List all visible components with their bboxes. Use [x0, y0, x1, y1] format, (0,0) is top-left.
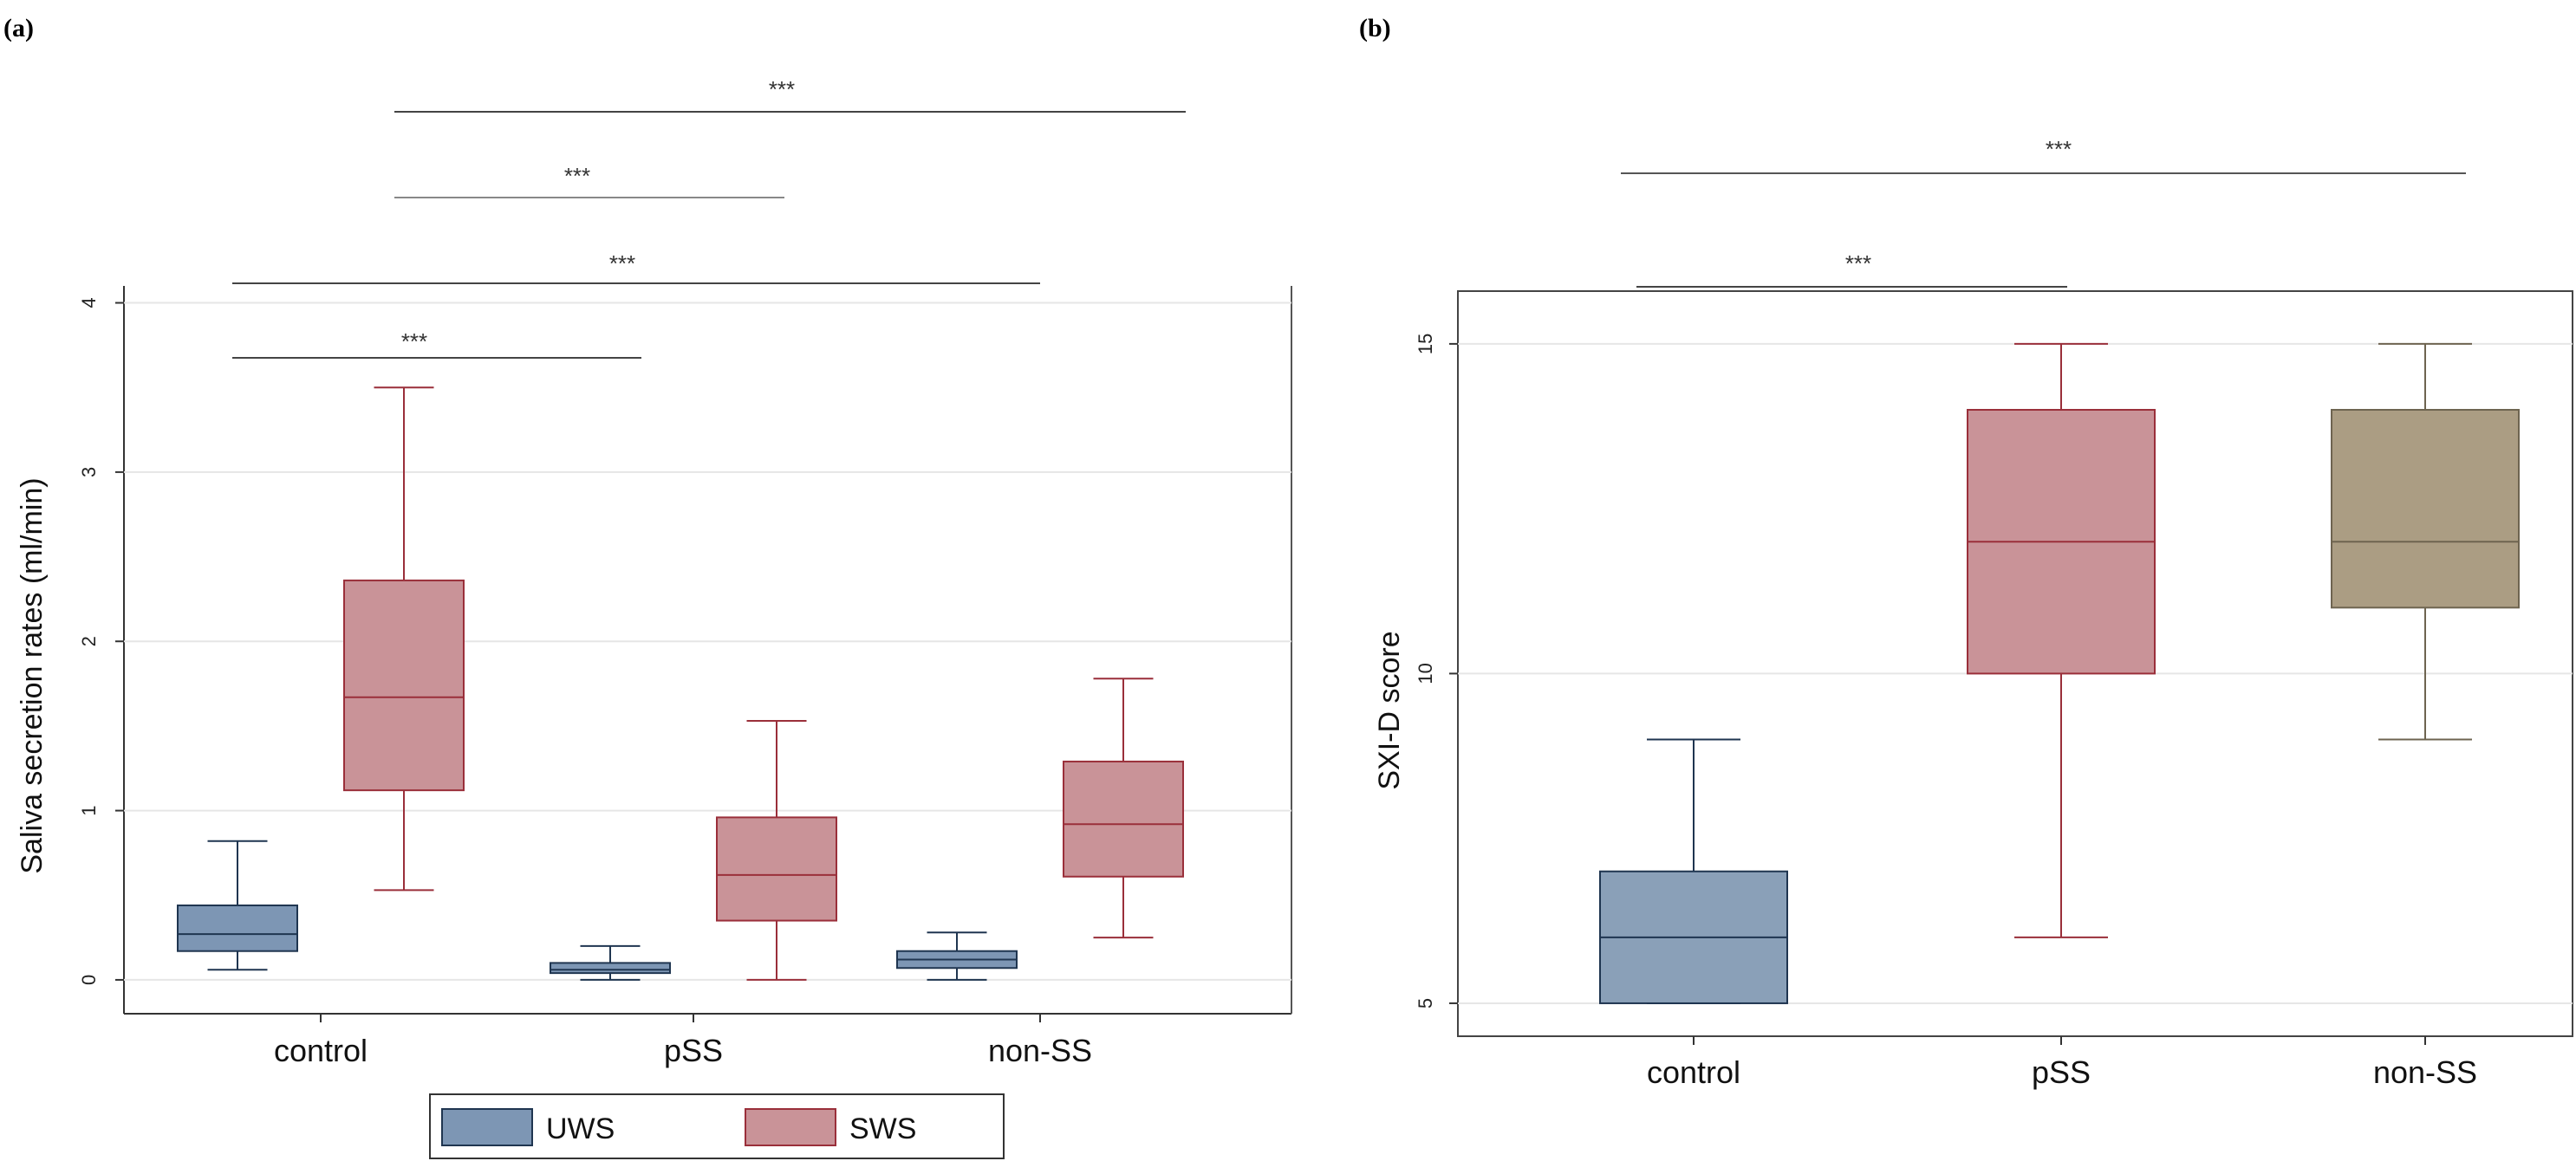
box-sws-non-ss-iqr-box — [1063, 760, 1184, 878]
box-uws-control-iqr-box — [177, 904, 298, 952]
panel-b-frame — [1457, 290, 2573, 1037]
box-sxi-non-ss — [2331, 342, 2520, 741]
panel-a-plot: 0 1 2 3 4 control pSS non-SS — [78, 286, 1292, 1068]
panel-a-category-label: non-SS — [988, 1033, 1092, 1068]
panel-a-y-tick-label: 4 — [78, 297, 100, 308]
sig-label-b2: *** — [2046, 136, 2072, 162]
box-sxi-pss — [1967, 342, 2156, 938]
panel-b-y-tick-label: 10 — [1415, 663, 1436, 684]
sig-label-a1: *** — [401, 328, 427, 354]
panel-b-label: (b) — [1359, 14, 1391, 42]
panel-b-y-tick-label: 15 — [1415, 334, 1436, 354]
panel-a-y-tick-label: 0 — [78, 975, 100, 985]
panel-b-y-tick-label: 5 — [1415, 998, 1436, 1009]
panel-a-legend: UWS SWS — [429, 1093, 1005, 1159]
panel-a-label: (a) — [3, 14, 34, 42]
box-sxi-non-ss-iqr-box — [2331, 408, 2520, 609]
panel-a-y-label: Saliva secretion rates (ml/min) — [16, 477, 49, 873]
panel-b-category-label: pSS — [2032, 1054, 2091, 1090]
box-sws-control — [343, 386, 465, 892]
panel-b-y-label: SXI-D score — [1373, 631, 1406, 789]
box-uws-pss-iqr-box — [550, 962, 671, 975]
box-uws-control — [177, 840, 298, 971]
panel-a-y-tick-label: 3 — [78, 467, 100, 477]
panel-b-plot: 5 10 15 control pSS non-SS — [1415, 290, 2573, 1090]
box-uws-non-ss — [896, 931, 1018, 981]
sig-label-a4: *** — [769, 76, 795, 102]
legend-sws-label: SWS — [849, 1112, 916, 1145]
sig-label-a3: *** — [564, 163, 590, 189]
sig-label-b1: *** — [1845, 250, 1871, 276]
panel-a-y-tick-label: 1 — [78, 805, 100, 815]
panel-b-category-label: control — [1647, 1054, 1740, 1090]
panel-b-significance: *** *** — [1621, 136, 2466, 288]
panel-a-category-label: pSS — [664, 1033, 723, 1068]
sig-label-a2: *** — [609, 250, 635, 276]
panel-a-significance: *** *** *** *** — [232, 76, 1186, 359]
legend-sws-swatch — [745, 1108, 836, 1146]
box-sws-pss-iqr-box — [716, 816, 837, 922]
panel-a-y-tick-label: 2 — [78, 636, 100, 646]
box-sws-non-ss — [1063, 678, 1184, 939]
legend-uws-swatch — [441, 1108, 533, 1146]
panel-a-category-label: control — [274, 1033, 368, 1068]
box-sws-pss — [716, 720, 837, 981]
box-sws-control-iqr-box — [343, 579, 465, 792]
box-sxi-control — [1599, 738, 1788, 1004]
box-uws-pss — [550, 944, 671, 981]
legend-uws-label: UWS — [546, 1112, 615, 1145]
panel-b-category-label: non-SS — [2373, 1054, 2477, 1090]
